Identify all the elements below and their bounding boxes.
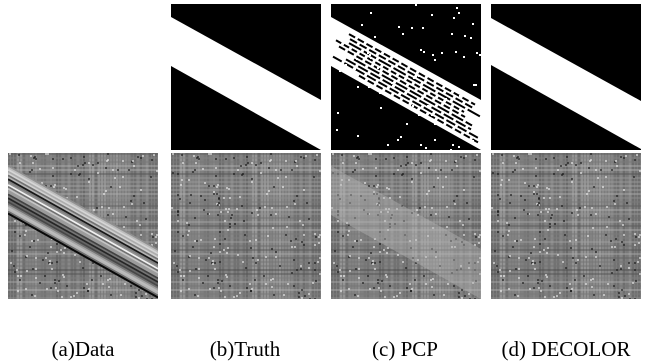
decolor-mask-panel [491,4,641,150]
decolor-background-panel [491,153,641,299]
data-image [8,153,158,299]
truth-mask-image [171,4,321,150]
truth-mask-panel [171,4,321,150]
caption-data: (a)Data [51,337,115,361]
data-image-panel [8,153,158,299]
caption-decolor: (d) DECOLOR [501,337,631,361]
pcp-mask-panel [331,4,481,150]
caption-truth: (b)Truth [209,337,281,361]
decolor-background-image [491,153,641,299]
caption-pcp: (c) PCP [372,337,438,361]
truth-background-image [171,153,321,299]
pcp-mask-image [331,4,481,150]
truth-background-panel [171,153,321,299]
pcp-background-image [331,153,481,299]
decolor-mask-image [491,4,641,150]
pcp-background-panel [331,153,481,299]
